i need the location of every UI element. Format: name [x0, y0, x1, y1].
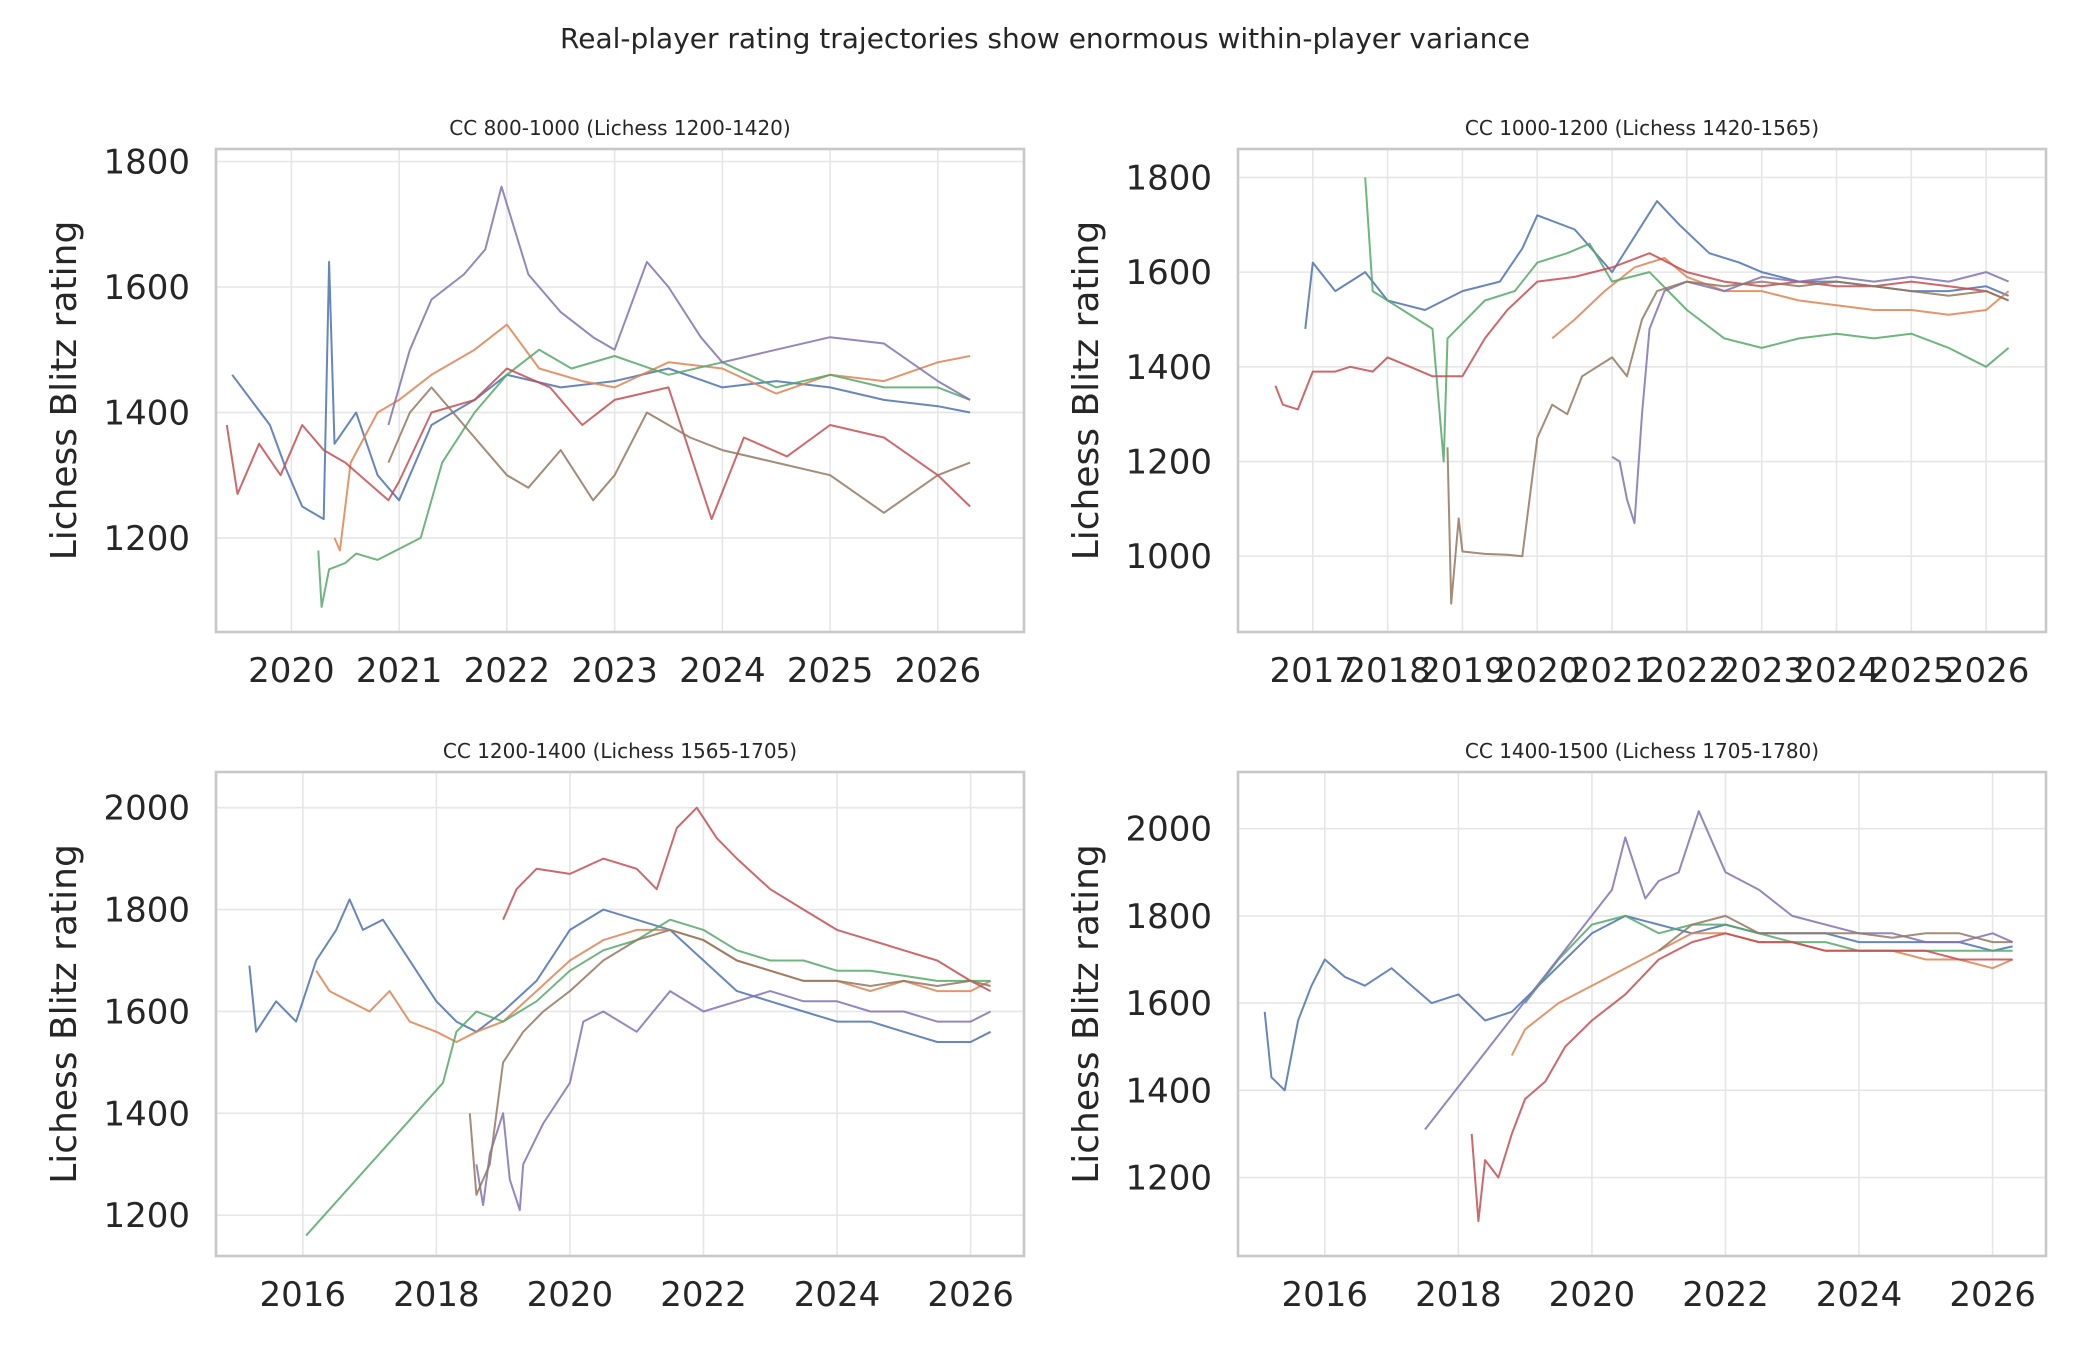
x-tick-label: 2018 [1415, 1275, 1502, 1315]
x-tick-label: 2024 [1816, 1275, 1903, 1315]
plot-frame [214, 147, 1026, 634]
y-tick-label: 2000 [103, 789, 190, 829]
series-line-6 [1446, 280, 2009, 605]
subplot-1: 2020 2021 2022 2023 2024 2025 2026 1200 1400 1600… [44, 116, 1026, 691]
y-tick-label: 2000 [1125, 810, 1212, 850]
series-line-4 [502, 806, 992, 992]
series-line-1 [248, 898, 992, 1043]
series-group [225, 185, 971, 608]
y-axis-label: Lichess Blitz rating [44, 221, 85, 561]
series-line-4 [1274, 252, 2009, 411]
x-tick-label: 2016 [1282, 1275, 1369, 1315]
plot-frame [1236, 770, 2048, 1258]
x-tick-label: 2019 [1419, 651, 1506, 691]
series-line-3 [1524, 914, 2013, 1004]
subplot-3: 2016 2018 2020 2022 2024 2026 1200 1400 1600 1800… [44, 739, 1026, 1315]
subplot-title: CC 1000-1200 (Lichess 1420-1565) [1465, 116, 1819, 140]
x-tick-label: 2026 [1943, 651, 2030, 691]
x-tick-label: 2025 [1868, 651, 1955, 691]
series-line-6 [468, 928, 991, 1196]
y-tick-label: 1400 [103, 1094, 190, 1134]
y-tick-label: 1200 [1125, 443, 1212, 483]
x-tick-label: 2020 [1494, 651, 1581, 691]
y-tick-label: 1800 [1125, 158, 1212, 198]
x-tick-label: 2023 [571, 651, 658, 691]
series-line-3 [1364, 177, 2010, 463]
x-tick-label: 2022 [1644, 651, 1731, 691]
series-group [248, 806, 992, 1237]
x-tick-label: 2021 [356, 651, 443, 691]
x-tick-label: 2022 [464, 651, 551, 691]
series-line-5 [1611, 271, 2009, 525]
y-tick-label: 1200 [103, 1196, 190, 1236]
x-tick-label: 2020 [248, 651, 335, 691]
x-tick-label: 2024 [794, 1275, 881, 1315]
y-tick-label: 1600 [103, 268, 190, 308]
x-tick-label: 2020 [1549, 1275, 1636, 1315]
x-tick-label: 2020 [527, 1275, 614, 1315]
subplot-title: CC 800-1000 (Lichess 1200-1420) [449, 116, 790, 140]
x-tick-label: 2023 [1718, 651, 1805, 691]
y-tick-label: 1400 [1125, 1071, 1212, 1111]
series-line-4 [1470, 932, 2013, 1223]
x-tick-label: 2017 [1270, 651, 1357, 691]
series-line-3 [305, 918, 991, 1237]
y-tick-label: 1600 [1125, 253, 1212, 293]
y-tick-label: 1800 [103, 891, 190, 931]
series-group [1274, 177, 2010, 605]
x-tick-label: 2026 [927, 1275, 1014, 1315]
y-tick-label: 1800 [1125, 897, 1212, 937]
series-line-5 [475, 990, 992, 1212]
plot-frame [214, 770, 1026, 1258]
series-line-2 [333, 323, 971, 552]
subplot-4: 2016 2018 2020 2022 2024 2026 1200 1400 1600 1800… [1066, 739, 2048, 1315]
series-line-6 [387, 386, 971, 514]
x-tick-label: 2024 [679, 651, 766, 691]
subplot-title: CC 1400-1500 (Lichess 1705-1780) [1465, 739, 1819, 763]
series-line-3 [317, 348, 971, 608]
y-tick-label: 1400 [103, 393, 190, 433]
series-line-2 [315, 928, 992, 1043]
subplot-title: CC 1200-1400 (Lichess 1565-1705) [443, 739, 797, 763]
series-line-4 [225, 367, 971, 521]
x-tick-label: 2021 [1569, 651, 1656, 691]
x-tick-label: 2022 [1682, 1275, 1769, 1315]
plot-frame [1236, 147, 2048, 634]
y-tick-label: 1200 [103, 519, 190, 559]
x-tick-label: 2018 [393, 1275, 480, 1315]
y-tick-label: 1200 [1125, 1159, 1212, 1199]
y-tick-label: 1600 [103, 992, 190, 1032]
figure-title: Real-player rating trajectories show eno… [560, 22, 1530, 55]
y-tick-label: 1600 [1125, 984, 1212, 1024]
y-tick-label: 1000 [1125, 537, 1212, 577]
series-group [1263, 810, 2014, 1223]
series-line-6 [1658, 914, 2013, 952]
x-tick-label: 2022 [660, 1275, 747, 1315]
series-line-1 [1263, 914, 2013, 1092]
series-line-2 [1551, 256, 2010, 340]
x-tick-label: 2025 [787, 651, 874, 691]
x-tick-label: 2016 [260, 1275, 347, 1315]
subplot-2: 2017201820192020202120222023202420252026… [1066, 116, 2048, 691]
x-tick-label: 2018 [1344, 651, 1431, 691]
subplot-grid: 2020 2021 2022 2023 2024 2025 2026120014001600… [44, 116, 2048, 1315]
y-axis-label: Lichess Blitz rating [1066, 844, 1107, 1184]
x-tick-label: 2024 [1793, 651, 1880, 691]
series-line-5 [1424, 810, 2014, 1131]
y-axis-label: Lichess Blitz rating [1066, 221, 1107, 561]
x-tick-label: 2026 [1949, 1275, 2036, 1315]
y-tick-label: 1800 [103, 143, 190, 183]
series-line-1 [231, 260, 971, 521]
y-tick-label: 1400 [1125, 348, 1212, 388]
series-line-5 [387, 185, 971, 426]
y-axis-label: Lichess Blitz rating [44, 844, 85, 1184]
x-tick-label: 2026 [895, 651, 982, 691]
